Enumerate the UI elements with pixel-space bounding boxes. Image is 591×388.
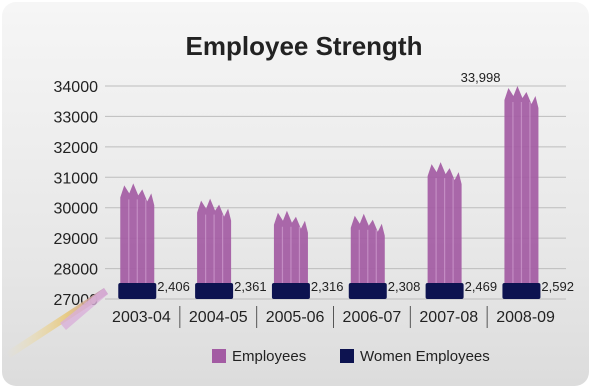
x-tick-label: 2006-07 <box>343 309 402 326</box>
women-employees-bar <box>271 283 310 299</box>
data-labels: 2,406 2,361 2,316 2,308 2,469 2,592 33,998 <box>157 70 574 294</box>
women-employees-bar <box>502 283 541 299</box>
bar-2006-07 <box>348 213 387 299</box>
x-tick-label: 2004-05 <box>189 309 248 326</box>
legend-item-employees: Employees <box>212 348 306 365</box>
x-tick-label: 2008-09 <box>496 309 555 326</box>
legend-item-women-employees: Women Employees <box>340 348 490 365</box>
bar-2005-06 <box>271 210 310 299</box>
y-tick-label: 33000 <box>54 109 99 126</box>
y-tick-label: 30000 <box>54 201 99 218</box>
x-tick-label: 2005-06 <box>266 309 325 326</box>
women-employees-bar <box>118 283 157 299</box>
women-value-label: 2,361 <box>234 279 267 294</box>
y-tick-label: 32000 <box>54 140 99 157</box>
pen-decoration-icon <box>6 288 108 358</box>
legend-swatch <box>212 349 226 363</box>
bar-2007-08 <box>425 162 464 299</box>
chart-title: Employee Strength <box>186 31 423 61</box>
legend: Employees Women Employees <box>212 348 490 365</box>
women-employees-bar <box>348 283 387 299</box>
women-value-label: 2,469 <box>465 279 498 294</box>
bar-2004-05 <box>195 198 234 299</box>
x-tick-label: 2007-08 <box>419 309 478 326</box>
legend-swatch <box>340 349 354 363</box>
gridlines <box>105 85 566 300</box>
women-value-label: 2,406 <box>157 279 190 294</box>
bar-2008-09 <box>502 86 541 300</box>
y-tick-label: 29000 <box>54 231 99 248</box>
women-employees-bar <box>425 283 464 299</box>
women-value-label: 2,316 <box>311 279 344 294</box>
legend-label: Women Employees <box>360 348 490 365</box>
x-tick-label: 2003-04 <box>112 309 171 326</box>
y-tick-label: 28000 <box>54 262 99 279</box>
y-tick-label: 31000 <box>54 170 99 187</box>
peak-value-label: 33,998 <box>461 70 501 85</box>
x-axis-tick-labels: 2003-04 2004-05 2005-06 2006-07 2007-08 2008-… <box>112 306 555 328</box>
bar-group <box>118 86 541 300</box>
women-value-label: 2,592 <box>541 279 574 294</box>
legend-label: Employees <box>232 348 306 365</box>
women-value-label: 2,308 <box>388 279 421 294</box>
y-tick-label: 34000 <box>54 79 99 96</box>
bar-2003-04 <box>118 183 157 299</box>
women-employees-bar <box>195 283 234 299</box>
